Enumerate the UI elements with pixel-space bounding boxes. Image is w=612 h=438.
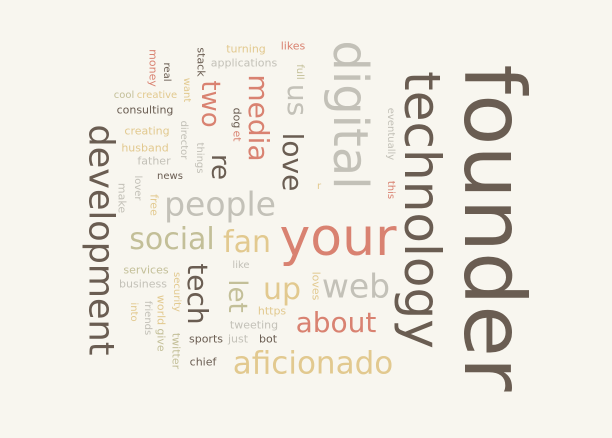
word-cool: cool	[113, 90, 135, 101]
word-things: things	[194, 142, 205, 174]
word-technology: technology	[393, 71, 451, 349]
word-into: into	[128, 302, 139, 322]
word-us: us	[281, 83, 314, 117]
word-eventually: eventually	[385, 107, 396, 161]
word-news: news	[157, 171, 183, 182]
word-sports: sports	[188, 332, 224, 346]
word-re: re	[205, 153, 235, 181]
word-friends: friends	[142, 300, 153, 336]
word-let: let	[222, 279, 252, 313]
word-likes: likes	[280, 39, 306, 53]
word-love: love	[276, 132, 309, 192]
word-aficionado: aficionado	[232, 345, 394, 382]
word-services: services	[123, 263, 169, 277]
word-lover: lover	[132, 175, 143, 201]
word-creative: creative	[136, 90, 178, 101]
word-give: give	[154, 328, 168, 352]
word-stack: stack	[194, 47, 208, 77]
word-tech: tech	[181, 263, 214, 325]
word-applications: applications	[210, 56, 278, 70]
word-like: like	[232, 260, 250, 271]
word-web: web	[321, 266, 391, 306]
word-digital: digital	[322, 40, 378, 190]
word-tweeting: tweeting	[229, 318, 279, 332]
word-people: people	[164, 184, 276, 224]
word-loves: loves	[309, 271, 323, 301]
word-two: two	[195, 80, 225, 128]
word-turning: turning	[226, 42, 266, 56]
word-development: development	[80, 124, 121, 356]
word-your: your	[279, 208, 397, 268]
word-et: et	[230, 130, 244, 142]
word-money: money	[146, 49, 160, 87]
word-up: up	[262, 272, 302, 307]
word-dog: dog	[230, 107, 244, 129]
word-this: this	[385, 180, 396, 200]
word-twitter: twitter	[169, 332, 183, 370]
word-business: business	[119, 277, 167, 291]
word-social: social	[129, 222, 215, 257]
word-founder: founder	[445, 64, 543, 392]
word-just: just	[227, 332, 249, 346]
word-https: https	[257, 304, 287, 318]
word-bot: bot	[258, 332, 278, 346]
word-husband: husband	[121, 141, 169, 155]
word-security: security	[171, 272, 182, 312]
word-director: director	[178, 120, 189, 160]
word-father: father	[137, 154, 171, 168]
word-fan: fan	[223, 225, 271, 260]
word-chief: chief	[189, 355, 217, 369]
word-real: real	[161, 62, 172, 82]
word-consulting: consulting	[116, 103, 174, 117]
word-about: about	[295, 306, 377, 339]
word-full: full	[294, 64, 305, 80]
word-media: media	[242, 74, 275, 162]
word-make: make	[115, 182, 129, 214]
word-free: free	[147, 194, 161, 216]
word-creating: creating	[124, 124, 170, 138]
word-r: r	[316, 181, 322, 192]
word-want: want	[181, 77, 192, 103]
word-world: world	[154, 294, 168, 326]
